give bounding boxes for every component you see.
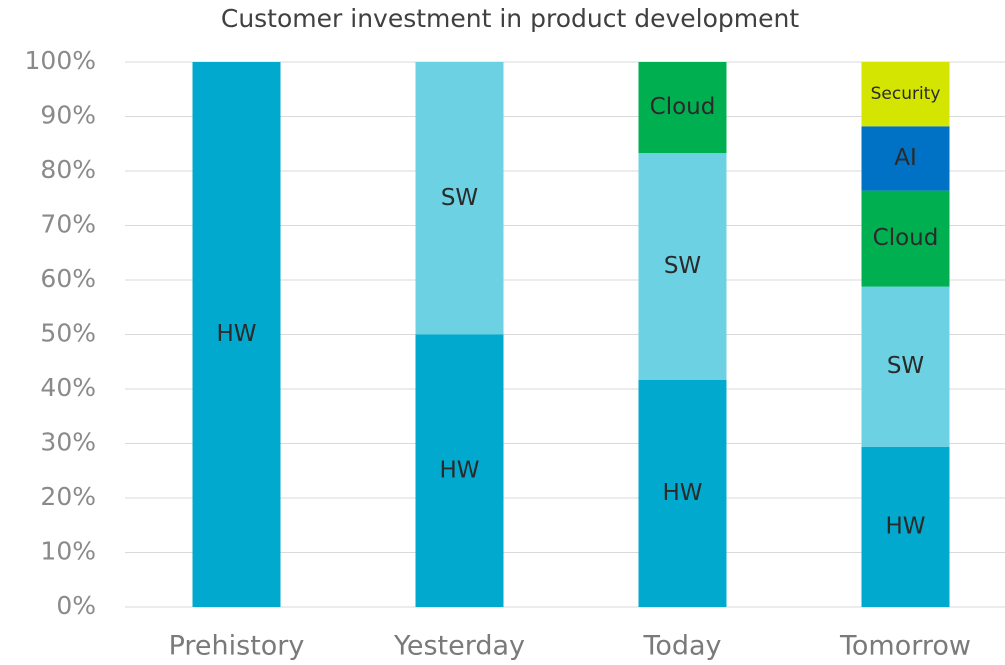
y-tick-label: 30% (40, 428, 96, 457)
segment-label: HW (216, 321, 256, 347)
bar-segment (415, 62, 504, 335)
y-tick-label: 90% (40, 101, 96, 130)
segment-label: HW (662, 480, 702, 506)
segment-label: HW (885, 513, 925, 539)
bar-segment (861, 62, 950, 127)
segment-label: Cloud (650, 94, 716, 120)
bar-segment (861, 126, 950, 191)
segment-label: HW (439, 457, 479, 483)
bar-segment (861, 286, 950, 447)
y-tick-label: 0% (56, 591, 96, 620)
y-tick-label: 60% (40, 264, 96, 293)
chart-title: Customer investment in product developme… (221, 4, 799, 33)
y-tick-label: 10% (40, 537, 96, 566)
bar-segment (861, 190, 950, 287)
y-tick-label: 70% (40, 210, 96, 239)
bar-segment (861, 446, 950, 607)
bar-segment (415, 334, 504, 607)
y-tick-label: 20% (40, 482, 96, 511)
y-tick-label: 100% (25, 46, 96, 75)
x-tick-label: Tomorrow (839, 631, 971, 662)
y-tick-label: 80% (40, 155, 96, 184)
x-tick-label: Today (642, 631, 721, 662)
bar-segment (638, 379, 727, 607)
segment-label: Security (871, 84, 941, 104)
x-tick-label: Prehistory (169, 631, 305, 662)
bar-segment (638, 62, 727, 154)
segment-label: SW (441, 185, 478, 211)
segment-label: SW (887, 353, 924, 379)
y-tick-label: 50% (40, 319, 96, 348)
y-tick-label: 40% (40, 373, 96, 402)
segment-label: AI (894, 145, 917, 171)
segment-label: SW (664, 253, 701, 279)
bar-segment (638, 153, 727, 380)
x-tick-label: Yesterday (393, 631, 525, 662)
bar-segment (192, 62, 281, 607)
segment-label: Cloud (873, 225, 939, 251)
